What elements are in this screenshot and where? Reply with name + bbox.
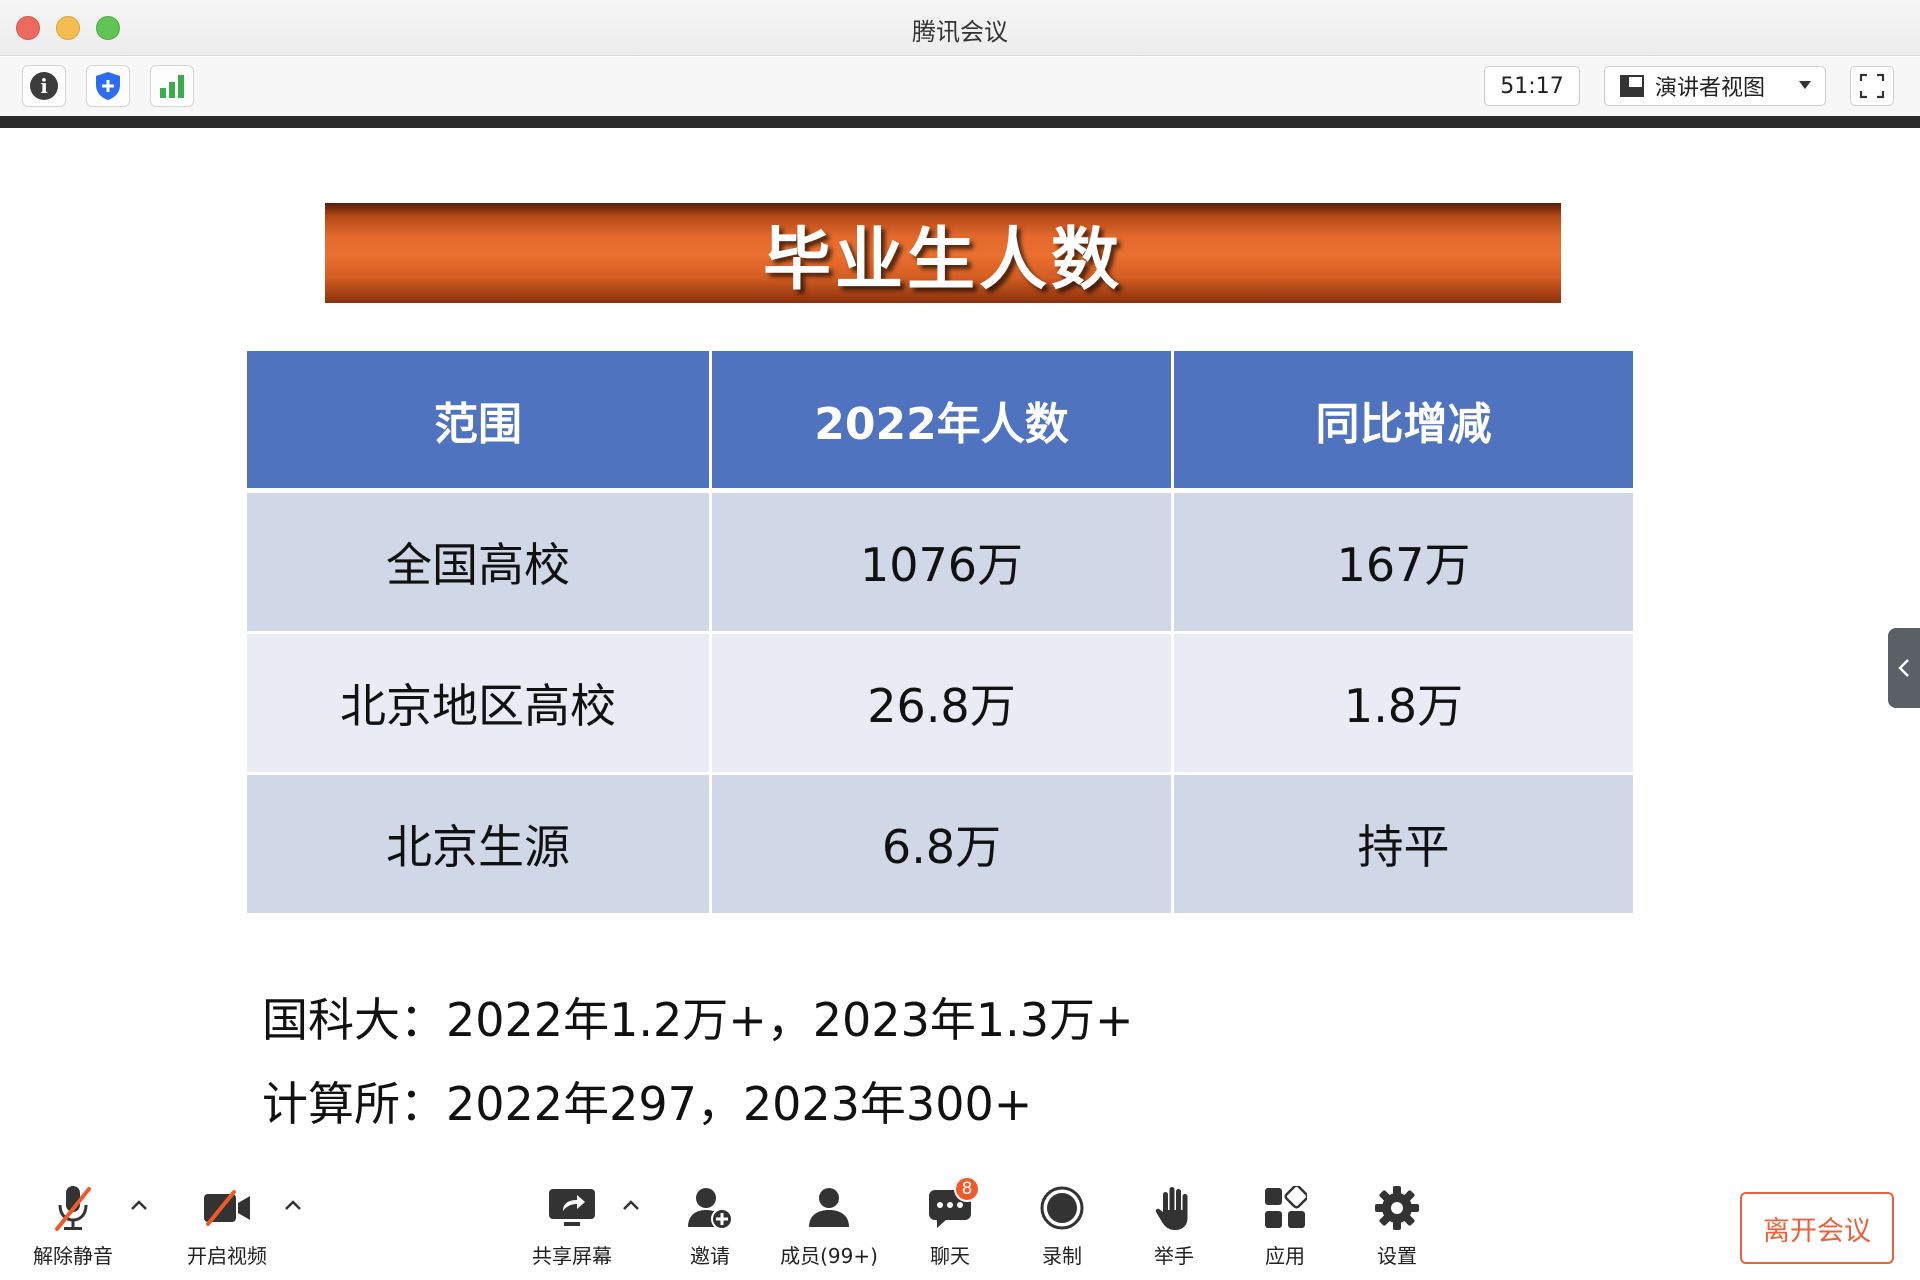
shield-icon	[96, 72, 120, 100]
close-window-button[interactable]	[16, 16, 40, 40]
meeting-timer: 51:17	[1484, 66, 1580, 106]
chat-label: 聊天	[930, 1244, 970, 1268]
slide-note: 计算所：2022年297，2023年300+	[262, 1077, 1033, 1131]
table-cell: 167万	[1171, 493, 1633, 631]
chevron-left-icon	[1898, 659, 1909, 677]
table-header-cell: 同比增减	[1171, 351, 1633, 488]
title-bar: 腾讯会议	[0, 0, 1920, 56]
view-mode-select[interactable]: 演讲者视图	[1604, 66, 1826, 106]
table-cell: 1076万	[709, 493, 1171, 631]
view-mode-label: 演讲者视图	[1655, 76, 1766, 101]
members-button[interactable]: 成员(99+)	[774, 1182, 884, 1269]
table-row: 全国高校 1076万 167万	[247, 488, 1635, 631]
table-header-row: 范围 2022年人数 同比增减	[247, 351, 1635, 488]
side-panel-toggle[interactable]	[1888, 628, 1920, 708]
table-cell: 北京地区高校	[247, 634, 709, 772]
chat-button[interactable]: 8 聊天	[895, 1176, 1005, 1269]
raise-hand-button[interactable]: 举手	[1119, 1182, 1229, 1269]
minimize-window-button[interactable]	[56, 16, 80, 40]
shared-slide: 毕业生人数 范围 2022年人数 同比增减 全国高校 1076万 167万 北京…	[0, 128, 1920, 1162]
table-cell: 1.8万	[1171, 634, 1633, 772]
record-label: 录制	[1042, 1244, 1082, 1268]
slide-note: 国科大：2022年1.2万+，2023年1.3万+	[262, 993, 1134, 1047]
members-label: 成员(99+)	[780, 1244, 878, 1268]
share-screen-button[interactable]: 共享屏幕	[517, 1182, 627, 1269]
settings-label: 设置	[1377, 1244, 1417, 1268]
share-screen-label: 共享屏幕	[532, 1244, 612, 1268]
members-icon	[809, 1188, 849, 1227]
microphone-muted-icon	[55, 1186, 91, 1231]
table-cell: 北京生源	[247, 775, 709, 913]
share-screen-icon	[549, 1189, 595, 1226]
table-row: 北京地区高校 26.8万 1.8万	[247, 631, 1635, 772]
network-status-button[interactable]	[150, 65, 194, 107]
unmute-button[interactable]: 解除静音	[18, 1182, 128, 1269]
security-button[interactable]	[86, 65, 130, 107]
gear-icon	[1375, 1186, 1419, 1230]
chat-unread-badge: 8	[954, 1176, 980, 1202]
table-cell: 26.8万	[709, 634, 1171, 772]
raise-hand-icon	[1155, 1187, 1188, 1230]
raise-hand-label: 举手	[1154, 1244, 1194, 1268]
slide-title: 毕业生人数	[762, 219, 1123, 300]
start-video-button[interactable]: 开启视频	[172, 1182, 282, 1269]
info-icon: i	[30, 72, 58, 100]
window-title: 腾讯会议	[912, 18, 1008, 46]
fullscreen-button[interactable]	[1850, 66, 1894, 106]
start-video-label: 开启视频	[187, 1244, 267, 1268]
record-button[interactable]: 录制	[1007, 1182, 1117, 1269]
audio-options-chevron-icon[interactable]	[128, 1194, 150, 1216]
apps-label: 应用	[1265, 1244, 1305, 1268]
fullscreen-icon	[1859, 73, 1885, 99]
chevron-down-icon	[1799, 81, 1811, 89]
meeting-info-bar: i 51:17 演讲者视图	[0, 57, 1920, 116]
leave-meeting-button[interactable]: 离开会议	[1740, 1192, 1894, 1264]
graduate-table: 范围 2022年人数 同比增减 全国高校 1076万 167万 北京地区高校 2…	[247, 351, 1635, 913]
meeting-controls: 解除静音 开启视频 共享屏幕	[0, 1162, 1920, 1280]
camera-off-icon	[204, 1190, 250, 1226]
toolbar-divider	[0, 116, 1920, 128]
signal-bars-icon	[160, 75, 184, 98]
table-cell: 全国高校	[247, 493, 709, 631]
speaker-layout-icon	[1620, 75, 1644, 97]
slide-title-banner: 毕业生人数	[325, 203, 1561, 303]
table-cell: 6.8万	[709, 775, 1171, 913]
settings-button[interactable]: 设置	[1342, 1182, 1452, 1269]
table-header-cell: 2022年人数	[709, 351, 1171, 488]
invite-user-icon	[688, 1188, 733, 1230]
invite-button[interactable]: 邀请	[655, 1182, 765, 1269]
table-header-cell: 范围	[247, 351, 709, 488]
record-icon	[1040, 1186, 1084, 1230]
share-options-chevron-icon[interactable]	[620, 1194, 642, 1216]
maximize-window-button[interactable]	[96, 16, 120, 40]
table-cell: 持平	[1171, 775, 1633, 913]
apps-button[interactable]: 应用	[1230, 1182, 1340, 1269]
video-options-chevron-icon[interactable]	[282, 1194, 304, 1216]
apps-grid-icon	[1265, 1186, 1307, 1228]
table-row: 北京生源 6.8万 持平	[247, 772, 1635, 913]
unmute-label: 解除静音	[33, 1244, 113, 1268]
invite-label: 邀请	[690, 1244, 730, 1268]
meeting-info-button[interactable]: i	[22, 65, 66, 107]
